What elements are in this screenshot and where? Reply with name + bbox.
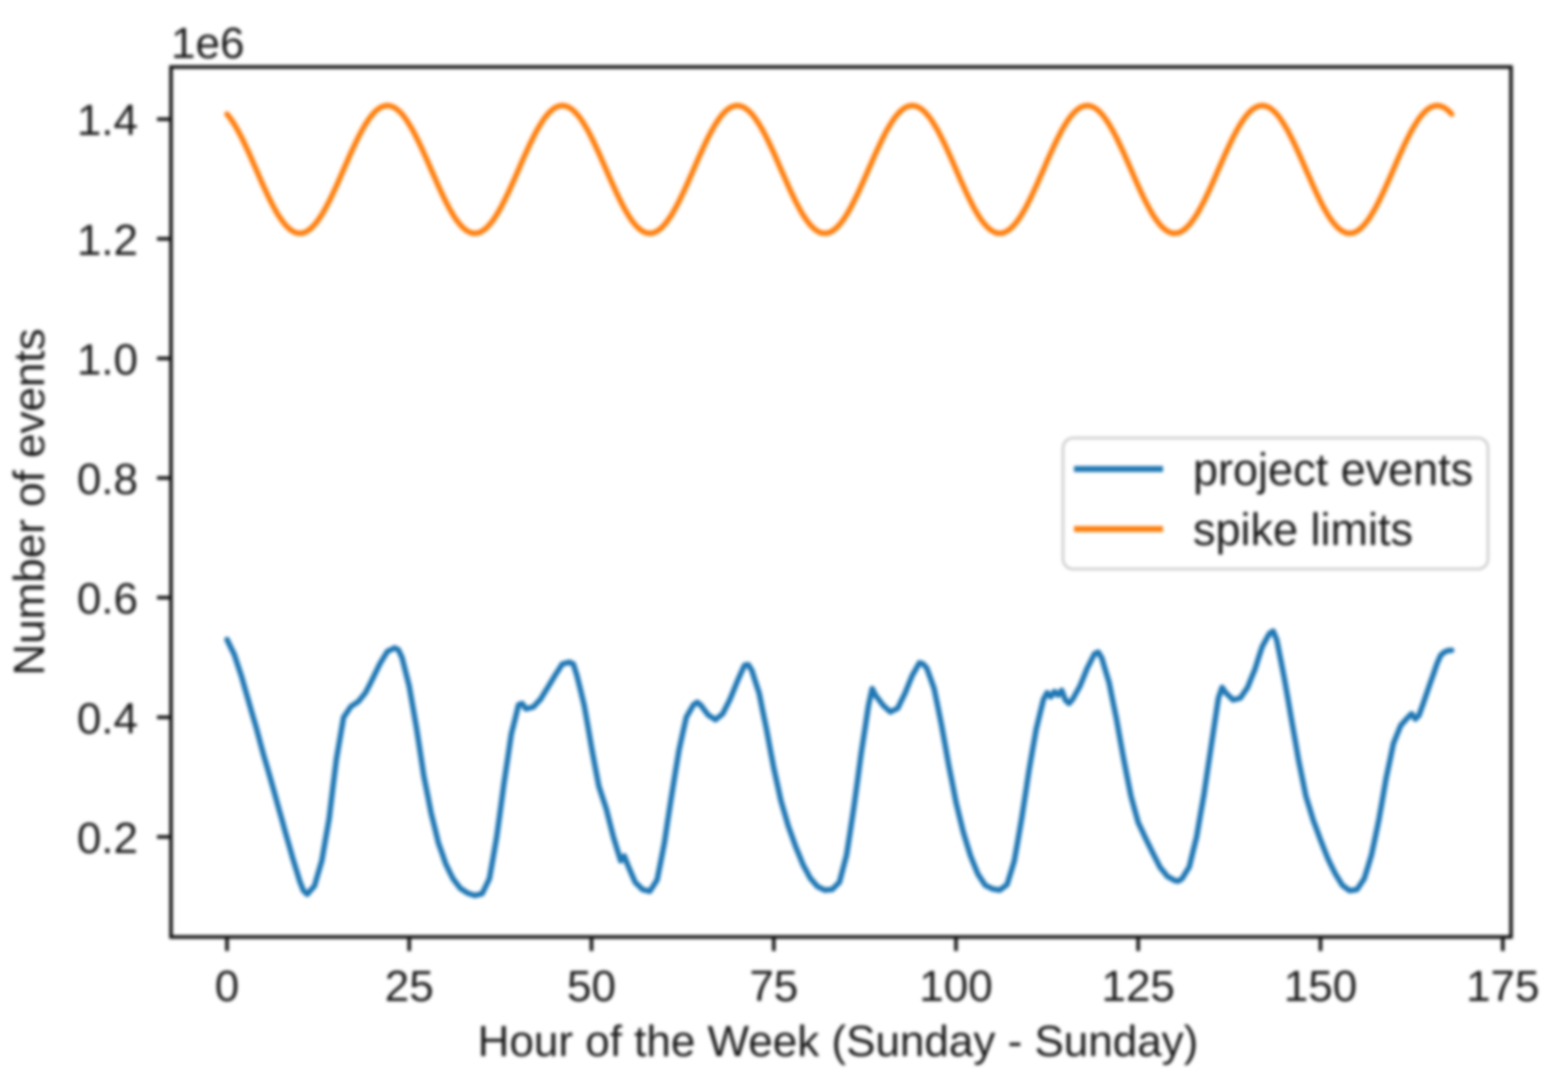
svg-text:1e6: 1e6 [171, 19, 244, 68]
svg-text:1.0: 1.0 [77, 335, 138, 384]
svg-text:50: 50 [567, 962, 616, 1011]
svg-text:0.8: 0.8 [77, 455, 138, 504]
svg-text:Hour of the Week (Sunday - Sun: Hour of the Week (Sunday - Sunday) [478, 1017, 1199, 1066]
svg-text:0.6: 0.6 [77, 575, 138, 624]
svg-text:75: 75 [749, 962, 798, 1011]
svg-text:Number of events: Number of events [5, 328, 54, 675]
svg-text:150: 150 [1284, 962, 1357, 1011]
svg-text:25: 25 [385, 962, 434, 1011]
svg-text:125: 125 [1101, 962, 1174, 1011]
svg-text:1.2: 1.2 [77, 216, 138, 265]
svg-text:spike limits: spike limits [1193, 504, 1413, 555]
svg-text:175: 175 [1466, 962, 1539, 1011]
svg-text:100: 100 [919, 962, 992, 1011]
svg-text:0: 0 [215, 962, 239, 1011]
svg-text:1.4: 1.4 [77, 96, 138, 145]
svg-text:project events: project events [1193, 444, 1473, 495]
svg-text:0.4: 0.4 [77, 694, 138, 743]
svg-text:0.2: 0.2 [77, 814, 138, 863]
